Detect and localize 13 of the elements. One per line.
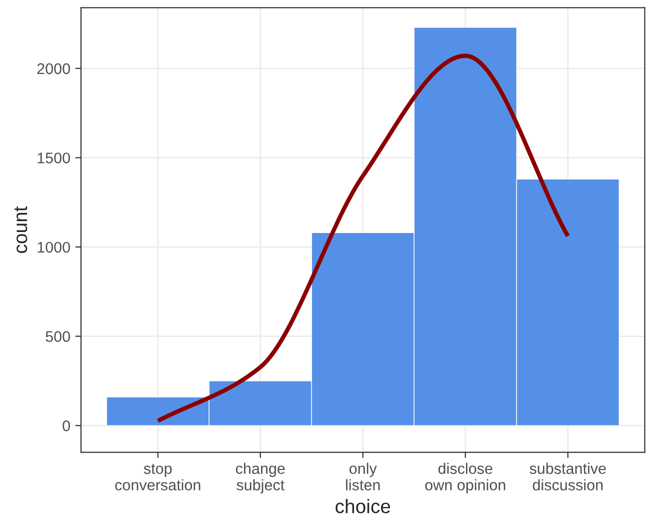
x-tick-label: substantive discussion [530,462,606,490]
y-tick-label: 2000 [37,63,70,74]
y-tick-label: 0 [62,420,70,432]
x-axis-title: choice [336,498,390,514]
x-tick-label: only listen [346,462,380,490]
y-tick-label: 1000 [38,242,70,253]
y-tick-label: 1500 [38,152,70,164]
x-tick-label: stop conversation [115,464,200,490]
y-axis-title: count [14,206,28,253]
y-tick-label: 500 [46,331,70,342]
line-series [156,54,570,423]
x-tick-label: change subject [236,462,285,494]
x-tick-label: disclose own opinion [425,462,506,494]
